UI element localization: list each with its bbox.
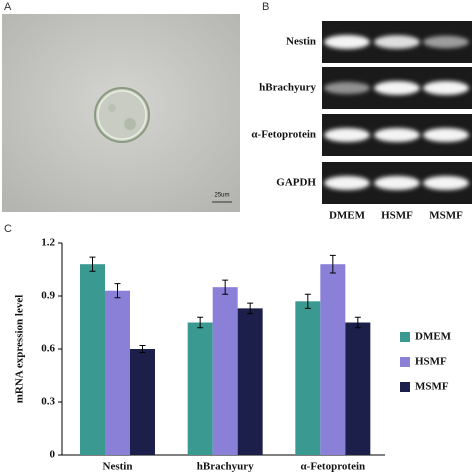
gel-band bbox=[374, 128, 420, 142]
legend-swatch bbox=[400, 332, 410, 342]
gel-band bbox=[324, 35, 370, 49]
bar bbox=[80, 264, 105, 455]
y-tick-label: 0.6 bbox=[41, 343, 55, 355]
panel-label: B bbox=[262, 1, 269, 13]
gel: Nestin hBrachyury α-Fetoprotein GAPDH DMEM HS… bbox=[251, 21, 472, 222]
y-axis-label: mRNA expression level bbox=[14, 295, 26, 404]
error-bar bbox=[139, 344, 146, 354]
x-tick-label: hBrachyury bbox=[197, 461, 254, 473]
legend-label: MSMF bbox=[415, 381, 449, 393]
gel-band bbox=[423, 176, 469, 190]
bar bbox=[345, 322, 371, 455]
gel-lane-label: MSMF bbox=[429, 210, 463, 222]
bar bbox=[212, 287, 238, 455]
y-tick-label: 0.9 bbox=[41, 290, 55, 302]
y-tick-label: 1.2 bbox=[41, 237, 55, 249]
error-bar bbox=[329, 254, 336, 274]
error-bar bbox=[222, 279, 229, 295]
x-tick-label: α-Fetoprotein bbox=[301, 461, 366, 473]
gel-row-label: GAPDH bbox=[276, 177, 316, 189]
error-bar bbox=[247, 302, 254, 315]
gel-lane-label: HSMF bbox=[381, 210, 413, 222]
bar bbox=[187, 322, 213, 455]
legend-swatch bbox=[400, 382, 410, 392]
gel-band bbox=[423, 128, 469, 142]
bar bbox=[105, 290, 130, 455]
gel-band bbox=[374, 81, 420, 95]
gel-band bbox=[374, 176, 420, 190]
gel-band bbox=[324, 128, 370, 142]
gel-band bbox=[423, 81, 469, 95]
gel-band bbox=[324, 81, 370, 95]
bar bbox=[130, 349, 155, 455]
gel-row-label: α-Fetoprotein bbox=[251, 129, 316, 141]
panel-label: C bbox=[4, 223, 12, 235]
gel-row-label: Nestin bbox=[286, 36, 316, 48]
bar bbox=[320, 264, 346, 455]
gel-band bbox=[423, 35, 469, 49]
error-bar bbox=[89, 256, 96, 272]
bar bbox=[237, 308, 263, 455]
micrograph: 25um bbox=[2, 14, 240, 212]
scale-bar-label: 25um bbox=[214, 193, 229, 199]
legend-label: DMEM bbox=[415, 331, 452, 343]
gel-band bbox=[324, 176, 370, 190]
panel-label: A bbox=[4, 1, 12, 13]
y-tick-label: 0.3 bbox=[41, 396, 55, 408]
legend-label: HSMF bbox=[415, 356, 447, 368]
error-bar bbox=[354, 316, 361, 329]
error-bar bbox=[304, 293, 311, 309]
y-tick-label: 0 bbox=[50, 449, 56, 461]
x-tick-label: Nestin bbox=[103, 461, 133, 473]
gel-band bbox=[374, 35, 420, 49]
gel-lane-label: DMEM bbox=[329, 210, 366, 222]
bar-chart: mRNA expression level 0 0.3 0.6 0.9 1.2 Nestin… bbox=[14, 237, 452, 473]
gel-row-label: hBrachyury bbox=[259, 82, 316, 94]
legend-swatch bbox=[400, 357, 410, 367]
error-bar bbox=[114, 283, 121, 299]
bar bbox=[295, 301, 321, 455]
error-bar bbox=[197, 316, 204, 329]
